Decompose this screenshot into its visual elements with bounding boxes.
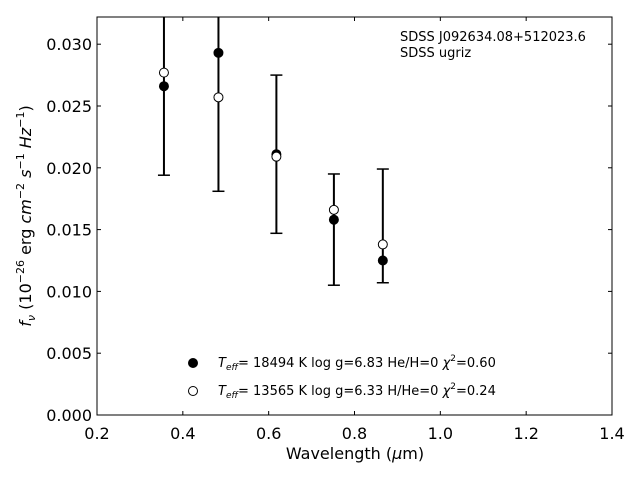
y-tick-label: 0.025 <box>46 97 92 116</box>
annotation-survey: SDSS ugriz <box>400 46 471 61</box>
y-tick-label: 0.030 <box>46 35 92 54</box>
x-tick-label: 1.2 <box>513 424 538 443</box>
data-point-model-1 <box>213 47 224 58</box>
legend-label-model-1: Teff= 18494 K log g=6.83 He/H=0 χ2=0.60 <box>218 354 496 373</box>
data-point-model-2 <box>377 239 388 250</box>
x-tick-label: 1.0 <box>428 424 453 443</box>
y-tick-label: 0.015 <box>46 221 92 240</box>
x-axis-label: Wavelength (μm) <box>286 444 424 463</box>
annotation-target: SDSS J092634.08+512023.6 <box>400 30 586 45</box>
data-point-model-2 <box>328 204 339 215</box>
y-axis-label: fν (10−26 erg cm−2 s−1 Hz−1) <box>14 105 38 326</box>
x-tick-label: 1.4 <box>599 424 624 443</box>
data-point-model-1 <box>158 81 169 92</box>
x-tick-label: 0.8 <box>342 424 367 443</box>
x-tick-label: 0.6 <box>256 424 281 443</box>
legend: Teff= 18494 K log g=6.83 He/H=0 χ2=0.60 … <box>188 354 496 401</box>
legend-label-model-2: Teff= 13565 K log g=6.33 H/He=0 χ2=0.24 <box>218 382 496 401</box>
data-point-model-2 <box>213 92 224 103</box>
data-point-model-2 <box>158 67 169 78</box>
legend-marker-model-2 <box>188 386 198 396</box>
x-tick-label: 0.4 <box>170 424 195 443</box>
data-point-model-1 <box>328 214 339 225</box>
y-tick-label: 0.020 <box>46 159 92 178</box>
data-point-model-2 <box>271 151 282 162</box>
legend-marker-model-1 <box>188 358 198 368</box>
x-tick-label: 0.2 <box>84 424 109 443</box>
y-tick-label: 0.010 <box>46 282 92 301</box>
y-tick-label: 0.005 <box>46 344 92 363</box>
y-tick-label: 0.000 <box>46 406 92 425</box>
data-point-model-1 <box>377 255 388 266</box>
